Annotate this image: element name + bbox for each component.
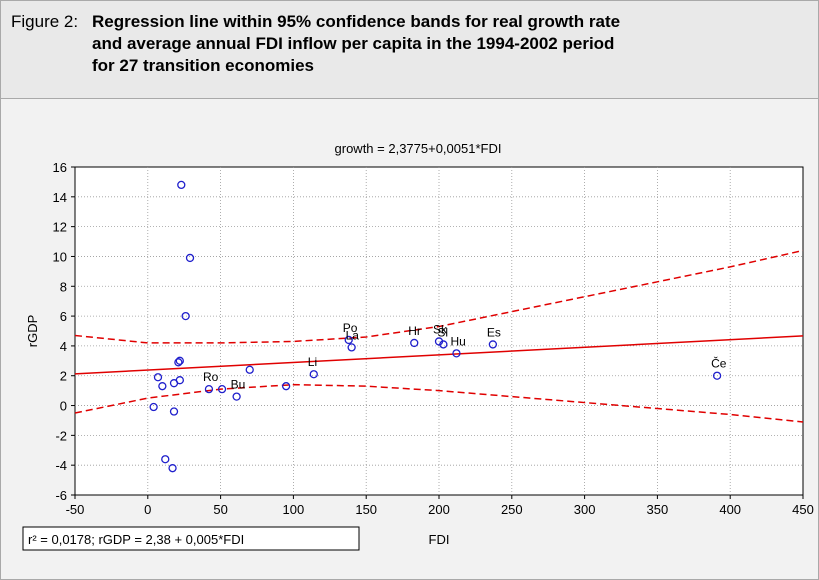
x-tick-label: 50 — [213, 502, 227, 517]
axes: -50 0 50 100 150 200 250 300 350 400 450 -6 -4 -2 0 2 4 6… — [53, 160, 814, 517]
data-point — [185, 253, 195, 263]
point-label: Es — [487, 325, 501, 339]
y-tick-label: 4 — [60, 339, 67, 354]
data-point — [174, 358, 183, 367]
data-point — [347, 343, 356, 352]
point-label: Li — [308, 355, 317, 369]
y-axis-label: rGDP — [25, 315, 40, 348]
x-tick-label: 250 — [501, 502, 523, 517]
figure-title-line-2: and average annual FDI inflow per capita… — [92, 34, 615, 53]
x-tick-label: 400 — [719, 502, 741, 517]
regression-line-group — [74, 335, 804, 375]
figure-caption: Figure 2: Regression line within 95% con… — [1, 1, 818, 99]
data-point — [169, 407, 179, 416]
point-label: Bu — [231, 378, 246, 392]
data-point — [204, 384, 214, 394]
data-point — [168, 464, 177, 473]
data-point — [175, 376, 184, 385]
figure-title-line-1: Regression line within 95% confidence ba… — [92, 12, 621, 31]
annotation-box — [22, 526, 360, 551]
y-tick-label: 16 — [53, 160, 67, 175]
data-point — [149, 402, 158, 412]
data-point — [175, 356, 184, 365]
x-tick-label: 100 — [283, 502, 305, 517]
figure-label: Figure 2: — [11, 12, 79, 31]
y-tick-label: 6 — [60, 309, 67, 324]
y-tick-label: 14 — [53, 190, 67, 205]
data-point — [439, 340, 448, 349]
y-tick-label: -2 — [55, 428, 67, 443]
x-axis-label: FDI — [429, 532, 450, 547]
x-tick-label: 300 — [574, 502, 596, 517]
data-point — [309, 370, 318, 379]
data-point — [232, 392, 241, 401]
data-point — [488, 340, 498, 349]
chart-title: growth = 2,3775+0,0051*FDI — [335, 141, 502, 156]
confidence-band-lower — [74, 383, 804, 423]
data-point — [452, 349, 461, 358]
y-tick-label: 2 — [60, 369, 67, 384]
data-point — [158, 382, 167, 391]
data-point — [217, 384, 227, 394]
x-tick-label: -50 — [66, 502, 85, 517]
confidence-bands — [74, 249, 804, 423]
point-label: Po — [343, 321, 358, 335]
y-tick-label: -6 — [55, 488, 67, 503]
y-tick-label: 8 — [60, 279, 67, 294]
data-point — [161, 455, 170, 464]
point-label: Če — [711, 356, 727, 371]
regression-annotation: r² = 0,0178; rGDP = 2,38 + 0,005*FDI — [28, 532, 244, 547]
x-tick-label: 150 — [355, 502, 377, 517]
confidence-band-upper — [74, 249, 804, 344]
data-point — [245, 365, 254, 374]
grid-lines — [75, 167, 803, 495]
point-label: Sl — [437, 325, 448, 339]
data-point — [181, 311, 190, 321]
data-point — [281, 382, 291, 391]
point-label: Hr — [408, 324, 421, 338]
data-point — [177, 180, 186, 190]
regression-line — [74, 335, 804, 375]
point-label: Hu — [450, 334, 465, 348]
x-tick-label: 200 — [428, 502, 450, 517]
data-point — [153, 373, 163, 382]
point-label: La — [346, 328, 360, 342]
y-tick-label: -4 — [55, 458, 67, 473]
x-tick-label: 450 — [792, 502, 814, 517]
data-point — [344, 335, 353, 345]
point-label: Ro — [203, 370, 219, 384]
y-tick-label: 10 — [53, 249, 67, 264]
y-tick-label: 0 — [60, 399, 67, 414]
y-tick-label: 12 — [53, 220, 67, 235]
point-label: Sk — [433, 322, 448, 336]
data-point — [410, 338, 419, 348]
x-tick-label: 350 — [647, 502, 669, 517]
figure-title-line-3: for 27 transition economies — [92, 56, 314, 75]
x-tick-label: 0 — [144, 502, 151, 517]
data-point — [712, 371, 722, 380]
